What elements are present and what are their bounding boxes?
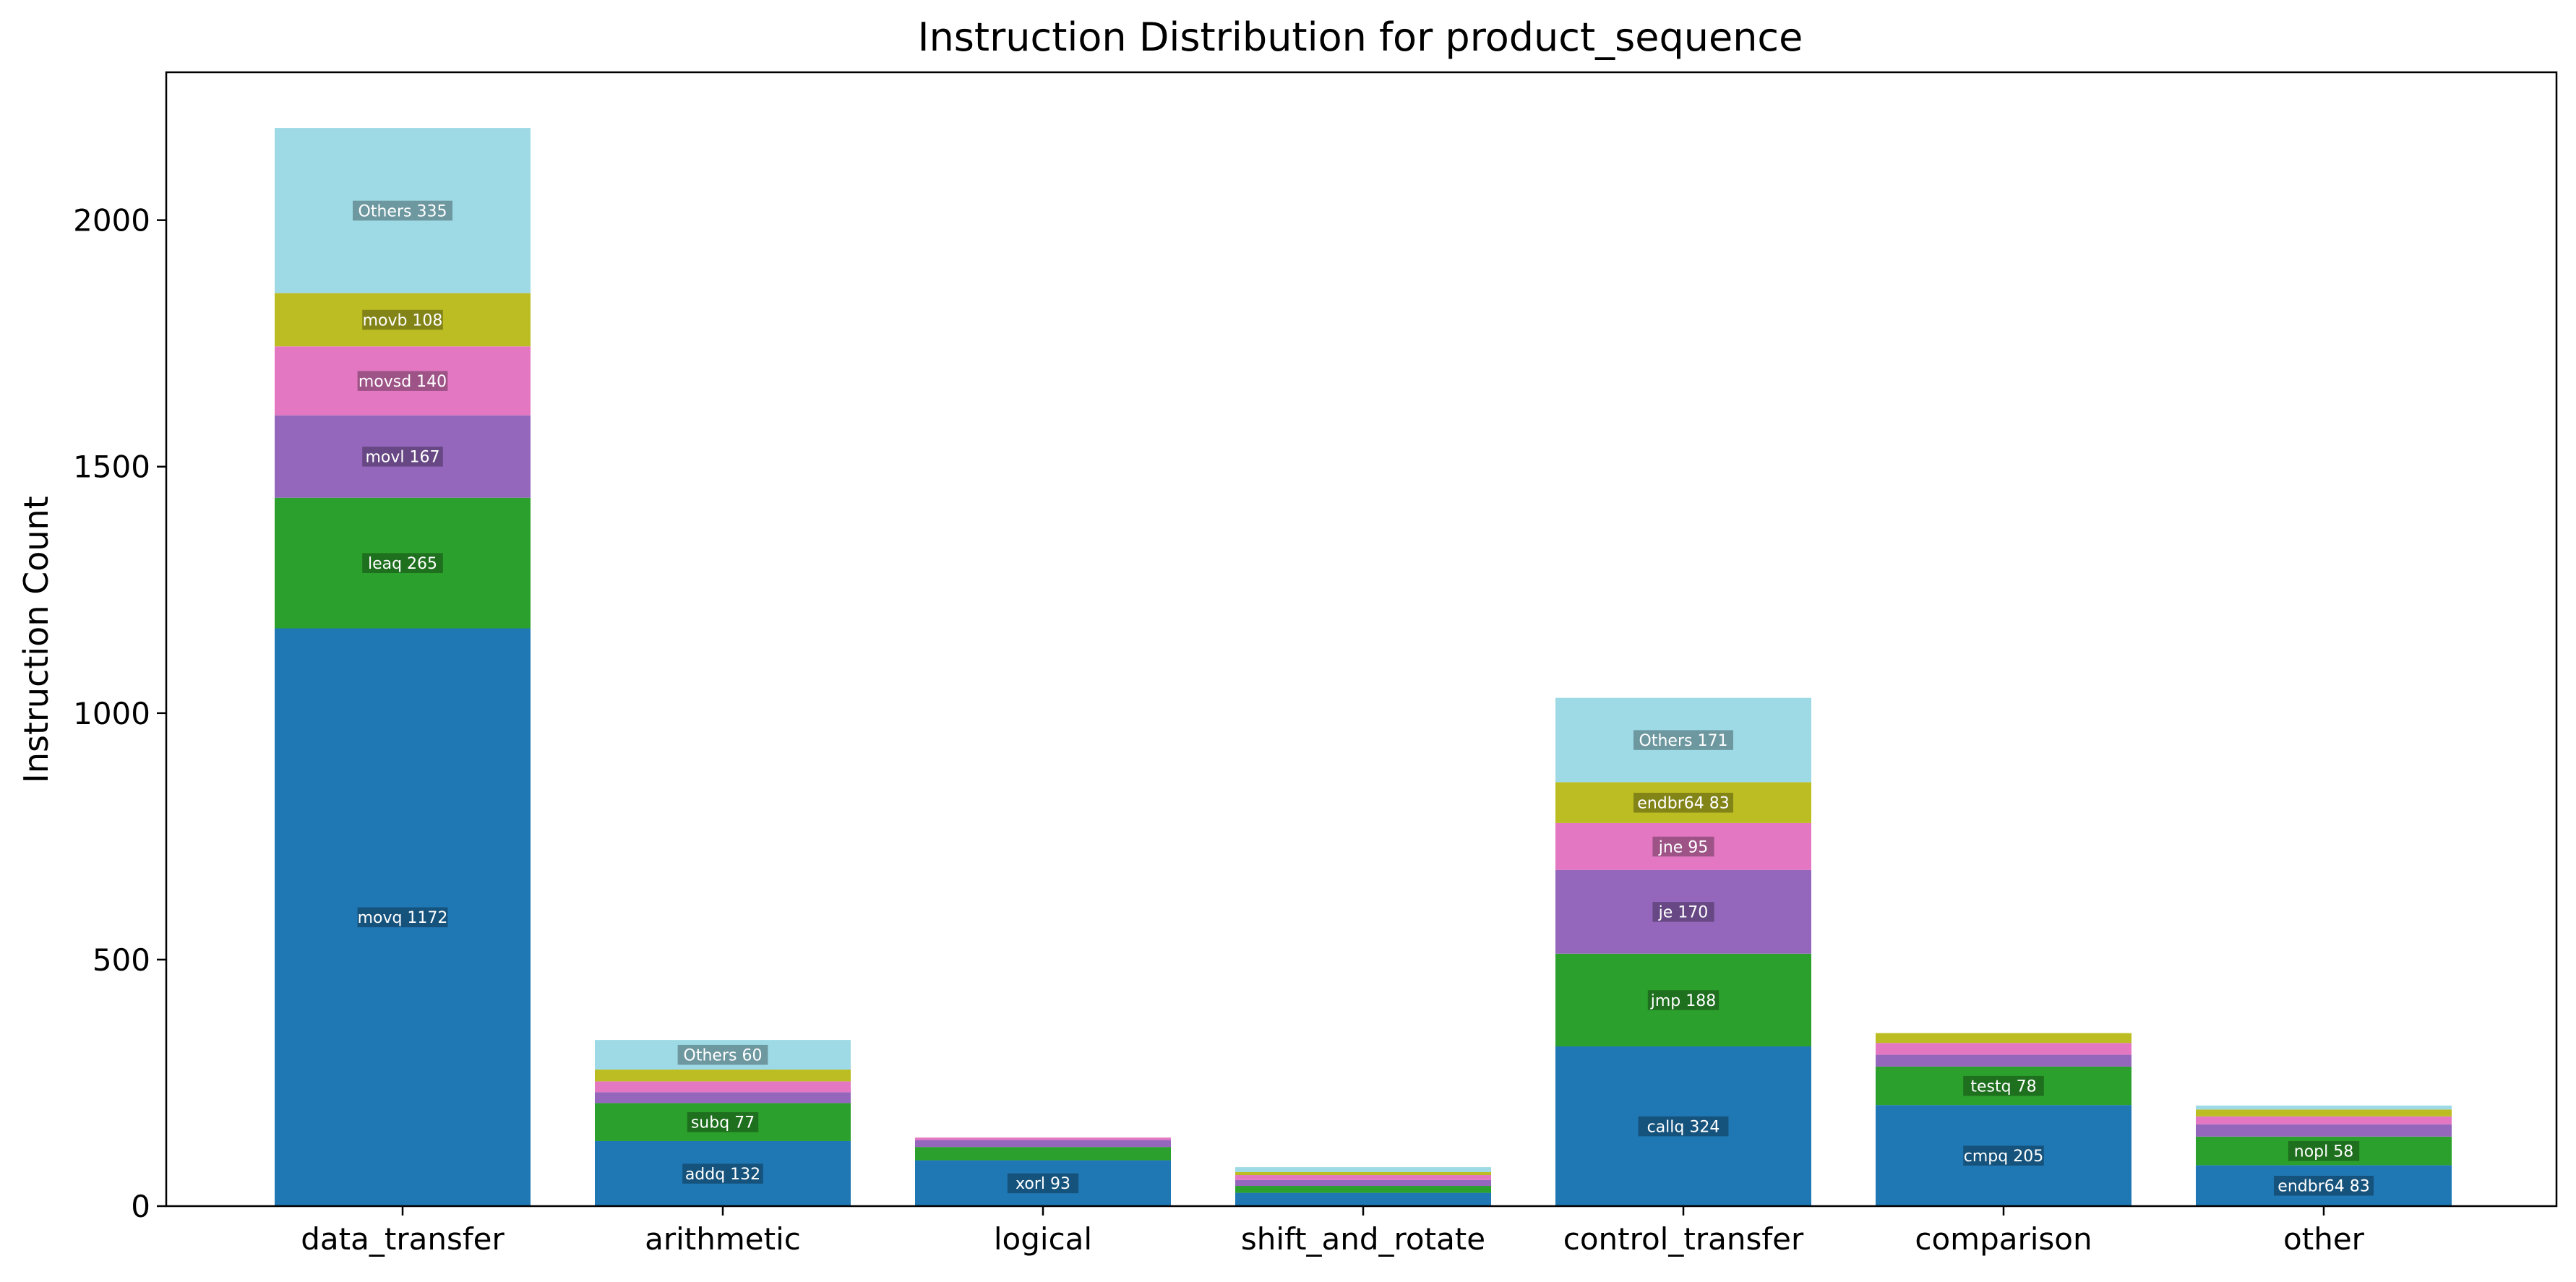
data-label: movsd 140 — [359, 373, 447, 391]
y-tick-label: 0 — [131, 1189, 150, 1224]
data-label: endbr64 83 — [1637, 795, 1729, 813]
data-label-background — [1963, 1075, 2044, 1096]
bar-segment — [595, 1040, 851, 1070]
bar-segment — [595, 1092, 851, 1104]
data-label-background — [1963, 1145, 2044, 1166]
y-axis-label: Instruction Count — [17, 496, 56, 783]
data-label-background — [357, 371, 448, 391]
x-tick-label: other — [2283, 1221, 2365, 1257]
bar-segment — [1555, 782, 1811, 823]
plot-frame — [165, 71, 2558, 1208]
data-label-background — [1652, 836, 1714, 857]
bar-segment — [915, 1140, 1171, 1148]
chart-title: Instruction Distribution for product_seq… — [918, 14, 1803, 60]
bar-segment — [1235, 1167, 1491, 1172]
data-label-background — [1652, 902, 1714, 922]
bar-segment — [1876, 1033, 2131, 1044]
bar-segment — [915, 1160, 1171, 1206]
x-tick-label: control_transfer — [1563, 1221, 1804, 1257]
bar-segment — [275, 628, 531, 1206]
segment-labels-group: movq 1172 leaq 265 movl 167 movsd 140 movb 1… — [353, 200, 2374, 1196]
x-tick-label: logical — [994, 1221, 1092, 1257]
bar-segment — [275, 346, 531, 416]
data-label: subq 77 — [691, 1114, 755, 1132]
bar-segment — [1876, 1105, 2131, 1206]
data-label: Others 60 — [684, 1046, 763, 1064]
data-label: callq 324 — [1647, 1118, 1720, 1136]
data-label: jmp 188 — [1650, 992, 1717, 1010]
bar-segment — [595, 1081, 851, 1093]
bars-group — [275, 128, 2452, 1206]
data-label: xorl 93 — [1016, 1175, 1070, 1193]
x-tick-label: arithmetic — [645, 1221, 801, 1257]
bar-segment — [275, 128, 531, 293]
data-label: leaq 265 — [368, 555, 437, 573]
x-tick-label: data_transfer — [301, 1221, 505, 1257]
bar-segment — [1555, 822, 1811, 870]
bar-segment — [1235, 1171, 1491, 1176]
bar-segment — [1876, 1054, 2131, 1067]
data-label: movl 167 — [365, 449, 439, 467]
y-tick-label: 2000 — [73, 203, 150, 238]
data-label-background — [362, 553, 443, 573]
bar-segment — [275, 415, 531, 498]
bar-segment — [275, 497, 531, 629]
data-label-background — [362, 309, 443, 330]
bar-segment — [1555, 1046, 1811, 1206]
bar-segment — [1876, 1066, 2131, 1106]
data-label-background — [1638, 1116, 1729, 1137]
data-label: addq 132 — [685, 1166, 760, 1184]
bar-segment — [1235, 1192, 1491, 1206]
x-tick-label: comparison — [1915, 1221, 2092, 1257]
data-label: movb 108 — [363, 311, 443, 330]
bar-segment — [915, 1137, 1171, 1140]
bar-segment — [1555, 953, 1811, 1046]
bar-segment — [1555, 697, 1811, 783]
data-label-background — [1647, 990, 1720, 1010]
data-label: movq 1172 — [358, 909, 448, 927]
data-label-background — [2288, 1140, 2360, 1161]
data-label: Others 171 — [1639, 732, 1728, 750]
data-label-background — [362, 447, 443, 467]
bar-segment — [595, 1140, 851, 1206]
data-label-background — [2274, 1176, 2374, 1196]
bar-segment — [2196, 1165, 2452, 1206]
data-label: endbr64 83 — [2277, 1178, 2369, 1196]
data-label-background — [687, 1112, 759, 1132]
data-label: je 170 — [1658, 904, 1709, 922]
data-label-background — [677, 1044, 768, 1065]
bar-segment — [1235, 1179, 1491, 1187]
bar-segment — [2196, 1136, 2452, 1166]
bar-segment — [2196, 1124, 2452, 1137]
data-label-background — [357, 907, 448, 928]
bar-segment — [915, 1147, 1171, 1161]
data-label: testq 78 — [1970, 1077, 2036, 1096]
bar-segment — [595, 1103, 851, 1141]
bar-segment — [1235, 1186, 1491, 1193]
data-label: Others 335 — [359, 202, 447, 220]
data-label-background — [353, 200, 452, 221]
bar-segment — [2196, 1105, 2452, 1110]
bar-segment — [2196, 1109, 2452, 1117]
bar-segment — [1876, 1043, 2131, 1055]
data-label-background — [1007, 1173, 1079, 1194]
data-label: jne 95 — [1658, 838, 1709, 856]
data-label: nopl 58 — [2294, 1143, 2353, 1161]
bar-segment — [1555, 869, 1811, 954]
bar-segment — [275, 293, 531, 347]
data-label: cmpq 205 — [1964, 1148, 2043, 1166]
bar-segment — [595, 1070, 851, 1082]
x-tick-label: shift_and_rotate — [1241, 1221, 1485, 1257]
axes-group: 0 500 1000 1500 2000 data_transfer arithmetic l… — [73, 71, 2558, 1257]
data-label-background — [1633, 730, 1733, 750]
bar-segment — [2196, 1116, 2452, 1124]
data-label-background — [682, 1163, 763, 1184]
data-label-background — [1633, 793, 1733, 813]
bar-segment — [1235, 1175, 1491, 1180]
y-tick-label: 1000 — [73, 696, 150, 731]
y-tick-label: 1500 — [73, 449, 150, 485]
y-tick-label: 500 — [93, 942, 150, 978]
